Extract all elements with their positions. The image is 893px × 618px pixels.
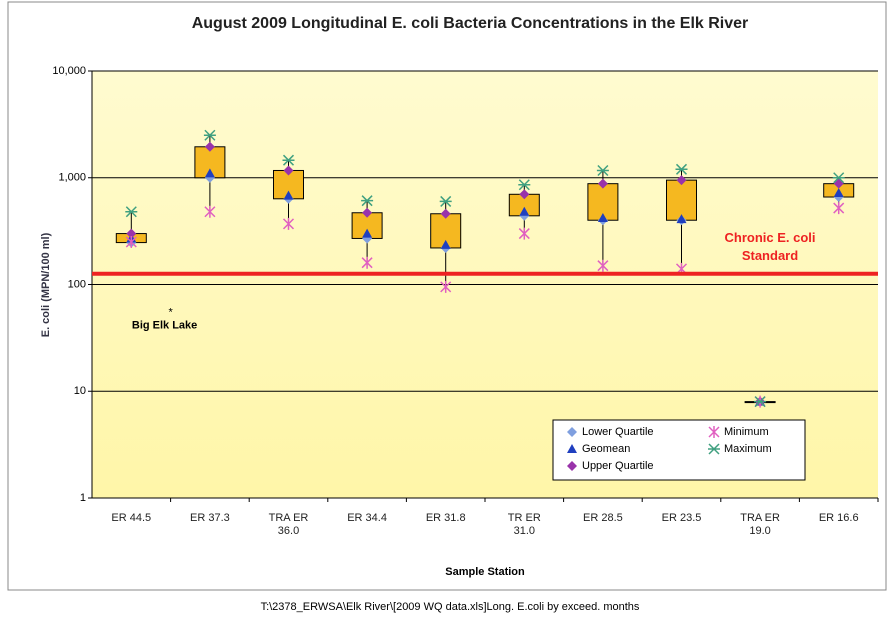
marker: [597, 259, 609, 272]
marker: [833, 187, 844, 197]
marker: [440, 208, 451, 219]
x-tick-label: TR ER 31.0: [507, 512, 541, 537]
marker: [832, 172, 845, 184]
legend-marker: [567, 444, 577, 453]
marker: [203, 129, 216, 141]
legend-label: Lower Quartile: [582, 426, 654, 438]
standard-label: Chronic E. coli Standard: [724, 229, 816, 263]
marker: [361, 195, 374, 207]
marker: [126, 228, 137, 239]
chart-title: August 2009 Longitudinal E. coli Bacteri…: [191, 15, 749, 32]
legend-marker: [567, 427, 577, 437]
marker: [519, 189, 530, 200]
marker: [518, 179, 531, 191]
y-tick-label: 10,000: [52, 65, 86, 77]
footer: T:\2378_ERWSA\Elk River\[2009 WQ data.xl…: [261, 601, 640, 613]
marker: [754, 396, 767, 408]
marker: [518, 227, 530, 240]
marker: [125, 236, 137, 249]
x-tick-label: ER 23.5: [661, 512, 702, 524]
y-tick-label: 1: [80, 492, 86, 504]
marker: [676, 214, 687, 224]
box: [666, 179, 697, 221]
y-tick-label: 10: [74, 385, 86, 397]
marker: [439, 195, 452, 207]
legend-marker: [567, 461, 577, 471]
marker: [362, 228, 373, 238]
marker: [519, 206, 530, 216]
marker: [283, 190, 294, 200]
legend-label: Minimum: [724, 426, 769, 438]
legend: [552, 419, 806, 481]
marker: [596, 164, 609, 177]
x-tick-label: ER 37.3: [190, 512, 230, 524]
legend-label: Upper Quartile: [582, 460, 654, 472]
marker: [361, 256, 373, 269]
y-tick-label: 100: [68, 278, 86, 290]
marker: [675, 163, 688, 175]
lake-label: Big Elk Lake: [132, 320, 197, 332]
lake-marker: *: [168, 307, 173, 319]
marker: [440, 239, 451, 249]
marker: [204, 141, 215, 152]
marker: [125, 206, 138, 218]
legend-marker: [708, 426, 720, 438]
x-axis-label: Sample Station: [445, 566, 525, 578]
marker: [283, 165, 294, 176]
marker: [362, 207, 373, 218]
marker: [597, 178, 608, 189]
y-axis-label: E. coli (MPN/100 ml): [40, 232, 52, 337]
y-tick-label: 1,000: [58, 172, 86, 184]
legend-marker: [708, 443, 720, 455]
x-tick-label: TRA ER 36.0: [268, 512, 309, 537]
x-tick-label: ER 44.5: [111, 512, 152, 524]
x-tick-label: TRA ER 19.0: [740, 512, 780, 537]
marker: [204, 205, 216, 218]
marker: [204, 168, 215, 178]
marker: [282, 217, 295, 230]
marker: [676, 175, 687, 186]
x-tick-label: ER 16.6: [818, 512, 859, 524]
legend-label: Geomean: [582, 443, 630, 455]
x-tick-label: ER 31.8: [425, 512, 466, 524]
marker: [597, 212, 608, 222]
x-tick-label: ER 34.4: [347, 512, 387, 524]
marker: [833, 202, 845, 215]
marker: [282, 154, 295, 166]
x-tick-label: ER 28.5: [583, 512, 623, 524]
marker: [440, 280, 452, 293]
legend-label: Maximum: [724, 443, 772, 455]
